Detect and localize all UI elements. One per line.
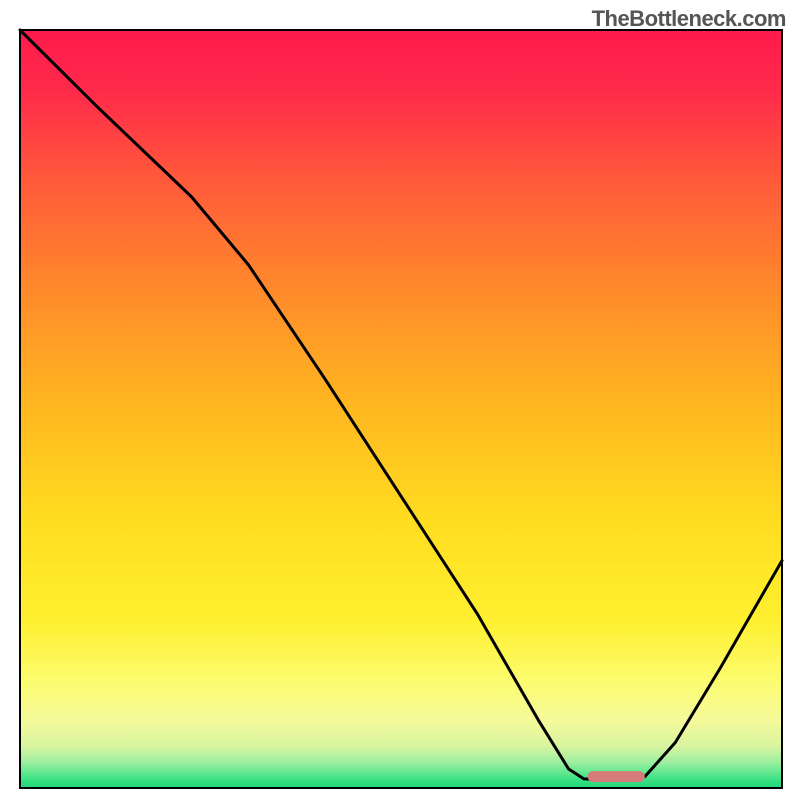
chart-svg [0,0,800,800]
optimal-marker [588,771,645,782]
bottleneck-chart: TheBottleneck.com [0,0,800,800]
watermark-text: TheBottleneck.com [592,6,786,32]
